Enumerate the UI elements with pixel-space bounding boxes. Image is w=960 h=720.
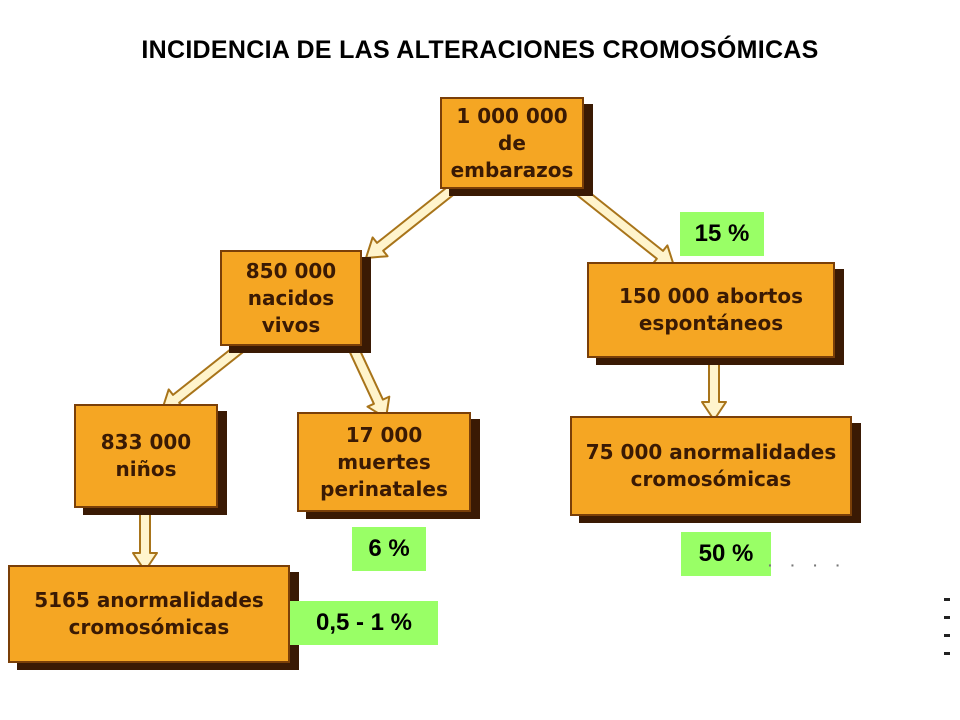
node-anormalidades-abortos: 75 000 anormalidades cromosómicas xyxy=(570,416,852,516)
arrow-embarazos-to-nacidos xyxy=(365,183,459,259)
percent-anormalidades-ninos: 0,5 - 1 % xyxy=(290,601,438,645)
percent-muertes: 6 % xyxy=(352,527,426,571)
node-ninos: 833 000 niños xyxy=(74,404,218,508)
node-abortos-espontaneos: 150 000 abortos espontáneos xyxy=(587,262,835,358)
node-muertes-perinatales: 17 000 muertes perinatales xyxy=(297,412,471,512)
arrow-nacidos-to-ninos xyxy=(161,340,249,411)
arrow-abortos-to-anormalidades xyxy=(701,357,727,421)
arrow-embarazos-to-abortos xyxy=(571,183,675,267)
diagram-title: INCIDENCIA DE LAS ALTERACIONES CROMOSÓMI… xyxy=(141,36,819,64)
decorative-edge-marks xyxy=(944,598,950,658)
arrow-ninos-to-anormalidades xyxy=(132,507,158,572)
decorative-dots: · · · · xyxy=(768,557,848,573)
arrow-nacidos-to-muertes xyxy=(346,341,391,419)
percent-abortos: 15 % xyxy=(680,212,764,256)
node-nacidos-vivos: 850 000 nacidos vivos xyxy=(220,250,362,346)
node-anormalidades-ninos: 5165 anormalidades cromosómicas xyxy=(8,565,290,663)
percent-anormalidades-abortos: 50 % xyxy=(681,532,771,576)
node-embarazos: 1 000 000 de embarazos xyxy=(440,97,584,189)
